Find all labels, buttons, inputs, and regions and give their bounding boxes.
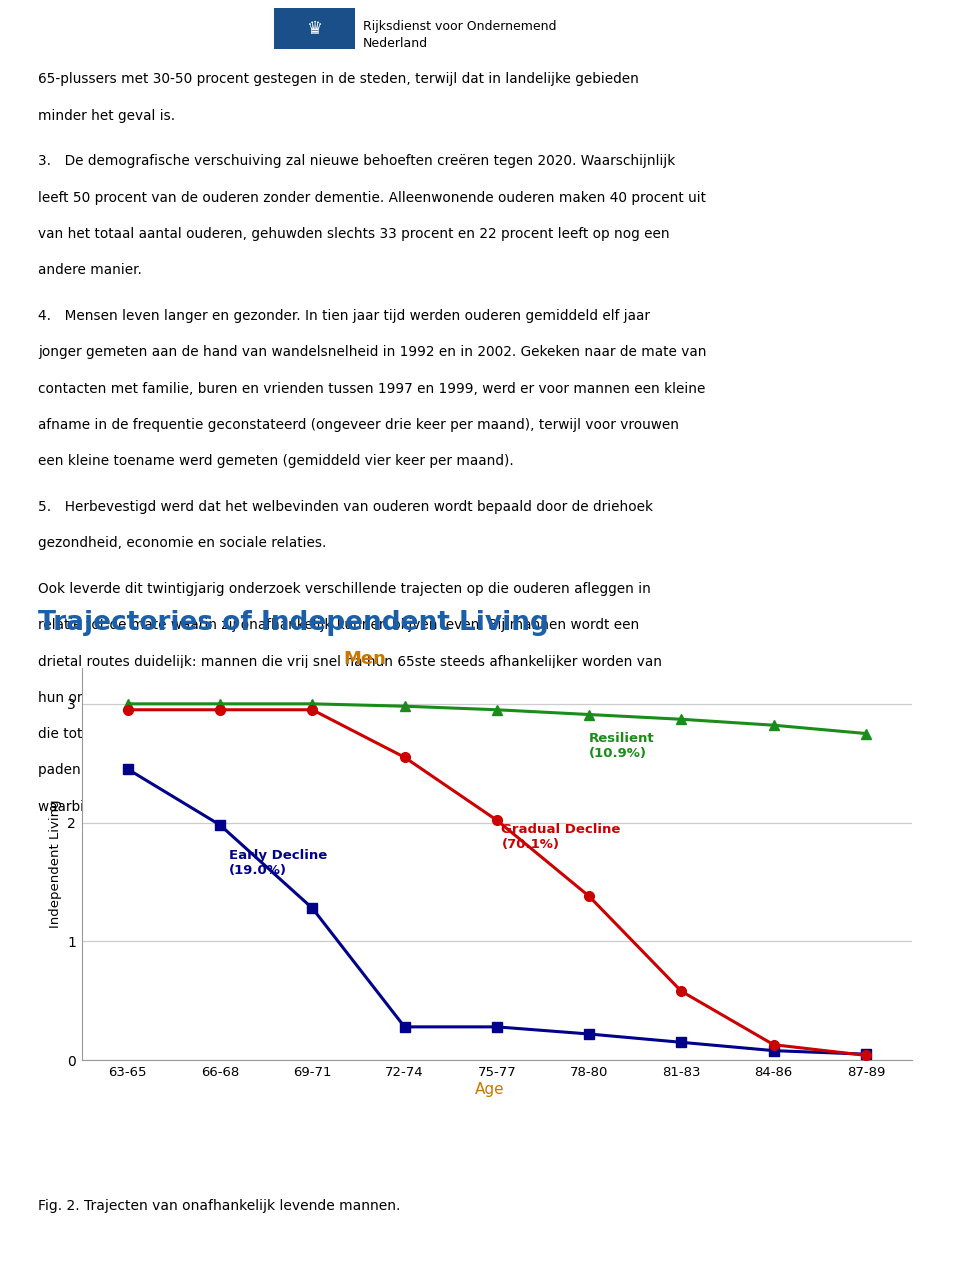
Text: Trajectories of Independent Living: Trajectories of Independent Living bbox=[38, 610, 549, 636]
Text: 3. De demografische verschuiving zal nieuwe behoeften creëren tegen 2020. Waarsc: 3. De demografische verschuiving zal nie… bbox=[38, 154, 676, 168]
Text: 65-plussers met 30-50 procent gestegen in de steden, terwijl dat in landelijke g: 65-plussers met 30-50 procent gestegen i… bbox=[38, 72, 639, 86]
Text: waarbij dat heel geleidelijk gaat (87,9%) (zie figuur 2 en 3).: waarbij dat heel geleidelijk gaat (87,9%… bbox=[38, 799, 447, 813]
Text: andere manier.: andere manier. bbox=[38, 263, 142, 278]
Text: contacten met familie, buren en vrienden tussen 1997 en 1999, werd er voor manne: contacten met familie, buren en vrienden… bbox=[38, 382, 706, 396]
Y-axis label: Independent Living: Independent Living bbox=[49, 799, 61, 929]
Text: Men: Men bbox=[344, 650, 386, 668]
Text: een kleine toename werd gemeten (gemiddeld vier keer per maand).: een kleine toename werd gemeten (gemidde… bbox=[38, 454, 515, 468]
Text: leeft 50 procent van de ouderen zonder dementie. Alleenwonende ouderen maken 40 : leeft 50 procent van de ouderen zonder d… bbox=[38, 190, 707, 204]
Text: minder het geval is.: minder het geval is. bbox=[38, 108, 176, 122]
Text: die tot op hoge leeftijd hun onafhankelijkheid handhaven (12,5). Bij vrouwen zij: die tot op hoge leeftijd hun onafhankeli… bbox=[38, 727, 672, 741]
Text: 5. Herbevestigd werd dat het welbevinden van ouderen wordt bepaald door de drieh: 5. Herbevestigd werd dat het welbevinden… bbox=[38, 500, 654, 514]
Text: Early Decline
(19.0%): Early Decline (19.0%) bbox=[229, 848, 327, 876]
Text: jonger gemeten aan de hand van wandelsnelheid in 1992 en in 2002. Gekeken naar d: jonger gemeten aan de hand van wandelsne… bbox=[38, 346, 707, 360]
Text: gezondheid, economie en sociale relaties.: gezondheid, economie en sociale relaties… bbox=[38, 536, 326, 550]
Text: Fig. 2. Trajecten van onafhankelijk levende mannen.: Fig. 2. Trajecten van onafhankelijk leve… bbox=[38, 1199, 400, 1213]
Text: Age: Age bbox=[475, 1082, 504, 1097]
Text: Gradual Decline
(70.1%): Gradual Decline (70.1%) bbox=[501, 822, 621, 851]
Text: ♛: ♛ bbox=[306, 19, 323, 39]
Text: Resilient
(10.9%): Resilient (10.9%) bbox=[589, 732, 655, 761]
Text: Rijksdienst voor Ondernemend: Rijksdienst voor Ondernemend bbox=[363, 19, 557, 33]
Text: Nederland: Nederland bbox=[363, 36, 428, 50]
Text: drietal routes duidelijk: mannen die vrij snel na hun 65ste steeds afhankelijker: drietal routes duidelijk: mannen die vri… bbox=[38, 654, 662, 668]
Text: hun omgeving (19%), mannen met een geleidelijke afname in onafhankelijkheid (70,: hun omgeving (19%), mannen met een gelei… bbox=[38, 691, 731, 705]
Text: van het totaal aantal ouderen, gehuwden slechts 33 procent en 22 procent leeft o: van het totaal aantal ouderen, gehuwden … bbox=[38, 227, 670, 240]
Text: paden waar te nemen: vrouwen met vroege afname van de onafhankelijkheid (12,1 %): paden waar te nemen: vrouwen met vroege … bbox=[38, 763, 721, 777]
Text: afname in de frequentie geconstateerd (ongeveer drie keer per maand), terwijl vo: afname in de frequentie geconstateerd (o… bbox=[38, 418, 680, 432]
Text: 4. Mensen leven langer en gezonder. In tien jaar tijd werden ouderen gemiddeld e: 4. Mensen leven langer en gezonder. In t… bbox=[38, 308, 651, 323]
Text: relatie tot de mate waarin zij onafhankelijk kunnen blijven leven. Bij mannen wo: relatie tot de mate waarin zij onafhanke… bbox=[38, 618, 639, 632]
Text: Ook leverde dit twintigjarig onderzoek verschillende trajecten op die ouderen af: Ook leverde dit twintigjarig onderzoek v… bbox=[38, 582, 651, 596]
